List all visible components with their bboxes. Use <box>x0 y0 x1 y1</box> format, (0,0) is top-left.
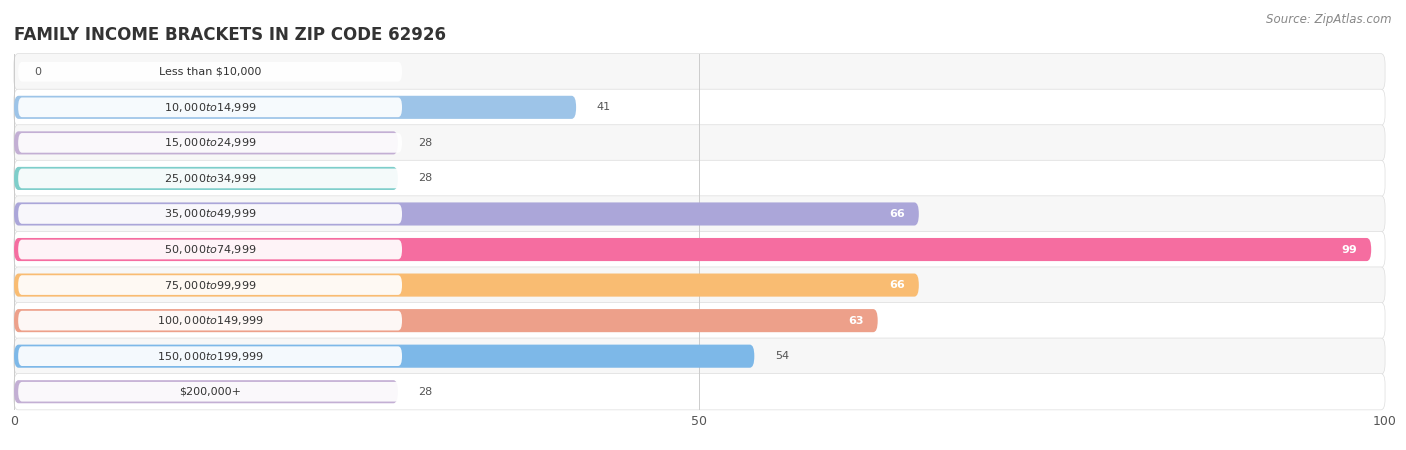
Text: $200,000+: $200,000+ <box>179 387 240 397</box>
Text: Source: ZipAtlas.com: Source: ZipAtlas.com <box>1267 14 1392 27</box>
Text: $75,000 to $99,999: $75,000 to $99,999 <box>165 279 256 292</box>
FancyBboxPatch shape <box>18 382 402 401</box>
Text: $10,000 to $14,999: $10,000 to $14,999 <box>165 101 256 114</box>
FancyBboxPatch shape <box>18 62 402 81</box>
Text: 28: 28 <box>419 173 433 184</box>
FancyBboxPatch shape <box>18 204 402 224</box>
FancyBboxPatch shape <box>14 238 1371 261</box>
Text: Less than $10,000: Less than $10,000 <box>159 67 262 77</box>
FancyBboxPatch shape <box>14 167 398 190</box>
Text: $35,000 to $49,999: $35,000 to $49,999 <box>165 207 256 220</box>
FancyBboxPatch shape <box>14 380 398 403</box>
Text: 66: 66 <box>890 209 905 219</box>
Text: $100,000 to $149,999: $100,000 to $149,999 <box>157 314 263 327</box>
FancyBboxPatch shape <box>18 346 402 366</box>
FancyBboxPatch shape <box>18 133 402 153</box>
FancyBboxPatch shape <box>18 311 402 330</box>
Text: 54: 54 <box>775 351 789 361</box>
Text: $50,000 to $74,999: $50,000 to $74,999 <box>165 243 256 256</box>
FancyBboxPatch shape <box>18 98 402 117</box>
Text: $15,000 to $24,999: $15,000 to $24,999 <box>165 136 256 149</box>
FancyBboxPatch shape <box>14 231 1385 268</box>
Text: FAMILY INCOME BRACKETS IN ZIP CODE 62926: FAMILY INCOME BRACKETS IN ZIP CODE 62926 <box>14 26 446 44</box>
FancyBboxPatch shape <box>14 374 1385 410</box>
FancyBboxPatch shape <box>14 302 1385 339</box>
Text: 41: 41 <box>596 102 610 112</box>
FancyBboxPatch shape <box>14 274 920 297</box>
Text: 28: 28 <box>419 387 433 397</box>
Text: 63: 63 <box>848 315 863 326</box>
FancyBboxPatch shape <box>14 338 1385 374</box>
FancyBboxPatch shape <box>14 131 398 154</box>
Text: 66: 66 <box>890 280 905 290</box>
FancyBboxPatch shape <box>14 96 576 119</box>
FancyBboxPatch shape <box>14 54 1385 90</box>
FancyBboxPatch shape <box>14 125 1385 161</box>
FancyBboxPatch shape <box>18 169 402 188</box>
FancyBboxPatch shape <box>14 160 1385 197</box>
FancyBboxPatch shape <box>14 345 754 368</box>
FancyBboxPatch shape <box>18 240 402 259</box>
Text: 0: 0 <box>35 67 42 77</box>
FancyBboxPatch shape <box>18 275 402 295</box>
FancyBboxPatch shape <box>14 89 1385 126</box>
FancyBboxPatch shape <box>14 309 877 332</box>
FancyBboxPatch shape <box>14 267 1385 303</box>
Text: 28: 28 <box>419 138 433 148</box>
FancyBboxPatch shape <box>14 196 1385 232</box>
FancyBboxPatch shape <box>14 202 920 225</box>
Text: 99: 99 <box>1341 244 1358 255</box>
Text: $25,000 to $34,999: $25,000 to $34,999 <box>165 172 256 185</box>
Text: $150,000 to $199,999: $150,000 to $199,999 <box>157 350 263 363</box>
